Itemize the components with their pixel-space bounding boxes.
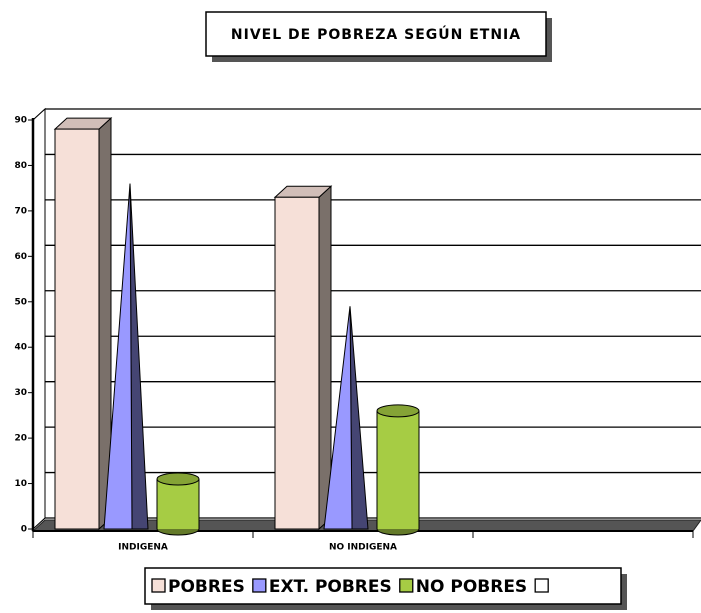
bar [274, 196, 320, 530]
pyramid [323, 306, 353, 530]
y-tick-label: 30 [14, 388, 27, 398]
x-tick-label: INDIGENA [118, 543, 168, 553]
y-tick-label: 50 [14, 297, 27, 307]
legend-swatch [399, 578, 414, 593]
x-tick-label: NO INDIGENA [329, 543, 397, 553]
legend-swatch [534, 578, 549, 593]
y-tick-label: 40 [14, 343, 27, 353]
legend-label: NO POBRES [416, 577, 527, 597]
chart-title: NIVEL DE POBREZA SEGÚN ETNIA [231, 25, 521, 43]
cylinder [157, 479, 199, 529]
cylinder-top [156, 472, 200, 486]
legend-swatch [252, 578, 267, 593]
title-box [205, 11, 547, 57]
legend-label: EXT. POBRES [269, 577, 392, 597]
y-tick-label: 60 [14, 252, 27, 262]
left-wall [32, 107, 46, 531]
y-tick-label: 20 [14, 434, 27, 444]
back-wall [45, 109, 701, 518]
pyramid [103, 183, 133, 530]
y-tick-label: 70 [14, 206, 27, 216]
cylinder [377, 410, 419, 529]
y-tick-label: 80 [14, 161, 27, 171]
legend-swatch [151, 578, 166, 593]
legend-label: POBRES [168, 577, 245, 597]
bar-side [318, 185, 332, 531]
bar [54, 128, 100, 530]
y-tick-label: 10 [14, 479, 27, 489]
y-tick-label: 90 [14, 116, 27, 126]
y-tick-label: 0 [21, 525, 27, 535]
cylinder-top [376, 404, 420, 418]
